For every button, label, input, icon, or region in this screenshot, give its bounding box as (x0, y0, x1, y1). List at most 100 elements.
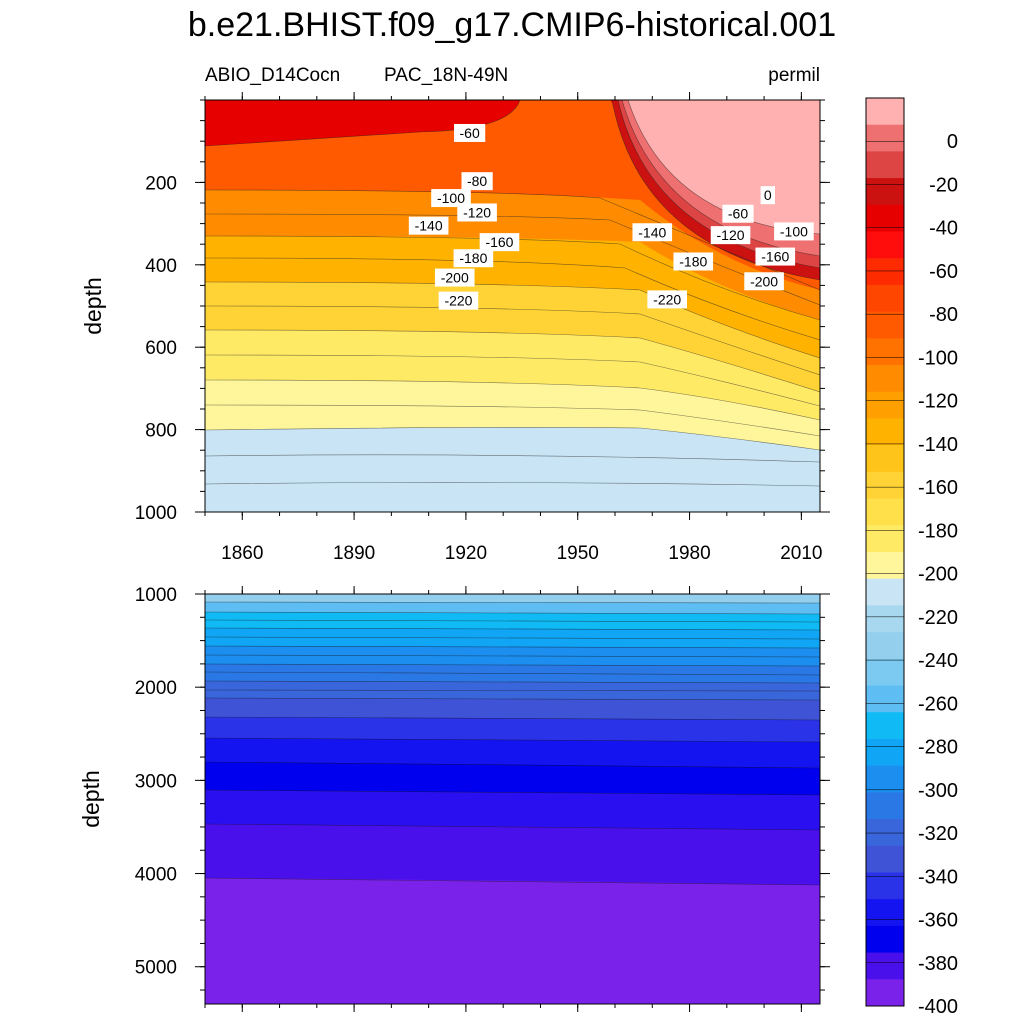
contour-label: -380 (750, 567, 778, 583)
region-label: PAC_18N-49N (384, 65, 508, 86)
y-tick-label: 2000 (135, 678, 177, 699)
colorbar-label: -380 (918, 953, 958, 975)
colorbar-swatch (866, 766, 904, 793)
y-tick-label: 3000 (135, 771, 177, 792)
colorbar-label: -160 (918, 477, 958, 499)
x-tick-label: 1950 (557, 543, 599, 564)
contour-label-bg (431, 574, 471, 592)
colorbar-swatch (866, 552, 904, 579)
variable-label: ABIO_D14Cocn (205, 65, 340, 86)
contour-label: -400 (437, 575, 465, 591)
band-pale-cyan (205, 594, 820, 603)
colorbar-swatch (866, 392, 904, 419)
x-tick-label: 1980 (668, 543, 710, 564)
colorbar-swatch (866, 312, 904, 339)
contour-label: -200 (441, 270, 469, 286)
colorbar-label: -320 (918, 823, 958, 845)
colorbar-swatch (866, 151, 904, 178)
contour-label: -260 (519, 550, 547, 566)
contour-label: -200 (750, 273, 778, 289)
colorbar-swatch (866, 525, 904, 552)
colorbar-swatch (866, 445, 904, 472)
contour-label-bg (513, 549, 553, 567)
colorbar-label: -80 (929, 304, 958, 326)
colorbar-label: -60 (929, 261, 958, 283)
colorbar-label: -120 (918, 391, 958, 413)
contour-label: -260 (750, 550, 778, 566)
x-tick-label: 2010 (780, 543, 822, 564)
colorbar-label: -100 (918, 347, 958, 369)
contour-label: -60 (460, 125, 480, 141)
contour-label: -160 (761, 249, 789, 265)
contour-label-bg (752, 574, 792, 592)
contour-label: -120 (717, 227, 745, 243)
colorbar-swatch (866, 178, 904, 205)
colorbar-label: -340 (918, 866, 958, 888)
colorbar-label: -400 (918, 996, 958, 1018)
lower-panel: -260-280-300 -320-340-360-380-400-260-280… (205, 549, 820, 1004)
lower-ylabel: depth (78, 770, 104, 828)
colorbar-label: -280 (918, 737, 958, 759)
colorbar-label: -200 (918, 564, 958, 586)
y-tick-label: 4000 (135, 865, 177, 886)
colorbar-label: -240 (918, 650, 958, 672)
colorbar-label: 0 (947, 131, 958, 153)
colorbar-label: -300 (918, 780, 958, 802)
x-tick-label: 1860 (221, 543, 263, 564)
colorbar-label: -40 (929, 218, 958, 240)
y-tick-label: 400 (145, 256, 177, 277)
y-tick-label: 1000 (135, 585, 177, 606)
x-tick-label: 1890 (333, 543, 375, 564)
contour-figure: b.e21.BHIST.f09_g17.CMIP6-historical.001… (0, 0, 1024, 1024)
colorbar-swatch (866, 472, 904, 499)
colorbar-swatch (866, 418, 904, 445)
contour-label: -360 (459, 562, 487, 578)
colorbar-swatch (866, 846, 904, 873)
contour-label: -360 (765, 562, 793, 578)
contour-label: -300 (407, 554, 435, 570)
colorbar-swatch (866, 632, 904, 659)
contour-label: -160 (485, 234, 513, 250)
colorbar-swatch (866, 953, 904, 980)
contour-label: -320 (526, 556, 554, 572)
contour-label: 0 (764, 187, 772, 203)
colorbar-swatch (866, 499, 904, 526)
contour-label: -140 (415, 218, 443, 234)
contour-label: -180 (459, 250, 487, 266)
colorbar-swatch (866, 98, 904, 125)
colorbar-label: -360 (918, 910, 958, 932)
units-label: permil (768, 65, 820, 86)
colorbar-swatch (866, 605, 904, 632)
contour-label-bg (744, 549, 784, 567)
contour-label-bg (744, 566, 784, 584)
y-tick-label: 200 (145, 173, 177, 194)
colorbar-label: -180 (918, 520, 958, 542)
colorbar-label: -20 (929, 174, 958, 196)
colorbar-label: -260 (918, 693, 958, 715)
contour-label-bg (521, 555, 561, 573)
colorbar-swatch (866, 899, 904, 926)
colorbar-swatch (866, 979, 904, 1006)
y-tick-label: 600 (145, 338, 177, 359)
contour-label: -380 (444, 567, 472, 583)
colorbar-swatch (866, 338, 904, 365)
upper-ylabel: depth (80, 277, 106, 335)
contour-label: -80 (467, 173, 487, 189)
colorbar: 0 -20 -40 -60 -80 -100 -120 -140 -160 -180 -200 -22… (866, 98, 958, 1018)
colorbar-swatch (866, 872, 904, 899)
contour-label: -180 (679, 254, 707, 270)
colorbar-swatch (866, 739, 904, 766)
colorbar-swatch (866, 258, 904, 285)
contour-label: -140 (638, 224, 666, 240)
colorbar-swatch (866, 125, 904, 152)
contour-label: -120 (463, 204, 491, 220)
colorbar-swatch (866, 579, 904, 606)
colorbar-label: -140 (918, 434, 958, 456)
figure-title: b.e21.BHIST.f09_g17.CMIP6-historical.001 (188, 6, 836, 44)
x-tick-label: 1920 (445, 543, 487, 564)
colorbar-swatch (866, 232, 904, 259)
colorbar-swatch (866, 926, 904, 953)
upper-panel: -60-80-100-120-140-160-180-200-2200-60-1… (205, 100, 820, 512)
colorbar-swatch (866, 819, 904, 846)
colorbar-label: -220 (918, 607, 958, 629)
